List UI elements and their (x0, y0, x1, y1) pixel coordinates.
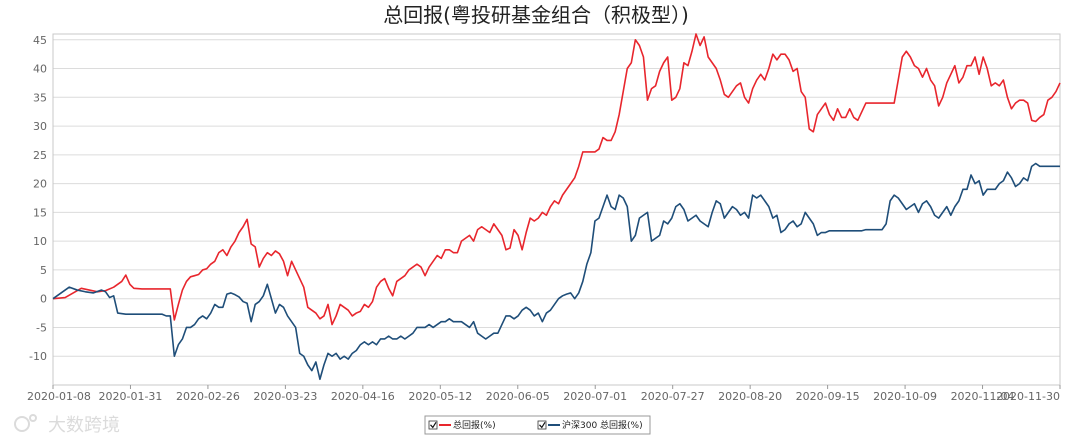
legend-checkbox-icon[interactable] (428, 420, 438, 430)
x-tick-label: 2020-11-04 (951, 390, 1015, 403)
y-tick-label: -10 (29, 350, 47, 363)
x-tick-label: 2020-01-31 (98, 390, 162, 403)
x-tick-label: 2020-11-30 (996, 390, 1060, 403)
x-tick-label: 2020-03-23 (253, 390, 317, 403)
checkmark-icon (430, 421, 437, 429)
legend-box (424, 415, 651, 435)
series-line-total-return (52, 33, 1061, 326)
x-tick-label: 2020-04-16 (331, 390, 395, 403)
legend-label-total-return: 总回报(%) (453, 419, 496, 431)
x-tick-label: 2020-08-20 (718, 390, 782, 403)
y-axis: -10 -5 0 5 10 15 20 25 30 35 40 45 (29, 34, 47, 363)
legend: 总回报(%) 沪深300 总回报(%) (424, 415, 651, 435)
y-tick-label: 0 (40, 293, 47, 306)
watermark-text: 大数跨境 (48, 415, 120, 436)
watermark-logo-dot-icon (29, 414, 37, 422)
x-tick-label: 2020-06-05 (486, 390, 550, 403)
x-tick-label: 2020-07-01 (563, 390, 627, 403)
y-tick-label: -5 (36, 321, 47, 334)
x-tick-label: 2020-09-15 (796, 390, 860, 403)
y-tick-label: 30 (33, 120, 47, 133)
x-axis: 2020-01-08 2020-01-31 2020-02-26 2020-03-23… (27, 385, 1061, 403)
plot-frame (52, 33, 1061, 386)
x-tick-label: 2020-07-27 (641, 390, 705, 403)
checkmark-icon (539, 421, 546, 429)
x-tick-label: 2020-02-26 (176, 390, 240, 403)
x-tick-label: 2020-05-12 (408, 390, 472, 403)
y-tick-label: 10 (33, 235, 47, 248)
series-lines (52, 33, 1061, 381)
y-tick-label: 25 (33, 149, 47, 162)
x-tick-label: 2020-10-09 (873, 390, 937, 403)
watermark: 大数跨境 (14, 414, 120, 436)
y-tick-label: 45 (33, 34, 47, 47)
watermark-logo-icon (14, 416, 30, 432)
series-line-csi300 (52, 162, 1060, 381)
legend-item-csi300[interactable]: 沪深300 总回报(%) (537, 419, 643, 431)
x-tick-label: 2020-01-08 (27, 390, 91, 403)
y-tick-label: 15 (33, 206, 47, 219)
legend-item-total-return[interactable]: 总回报(%) (428, 419, 496, 431)
y-tick-label: 5 (40, 264, 47, 277)
legend-label-csi300: 沪深300 总回报(%) (562, 419, 643, 431)
y-tick-label: 40 (33, 63, 47, 76)
chart-title: 总回报(粤投研基金组合（积极型）) (383, 3, 689, 27)
y-tick-label: 20 (33, 178, 47, 191)
legend-checkbox-icon[interactable] (537, 420, 547, 430)
y-tick-label: 35 (33, 91, 47, 104)
grid (53, 39, 1060, 357)
